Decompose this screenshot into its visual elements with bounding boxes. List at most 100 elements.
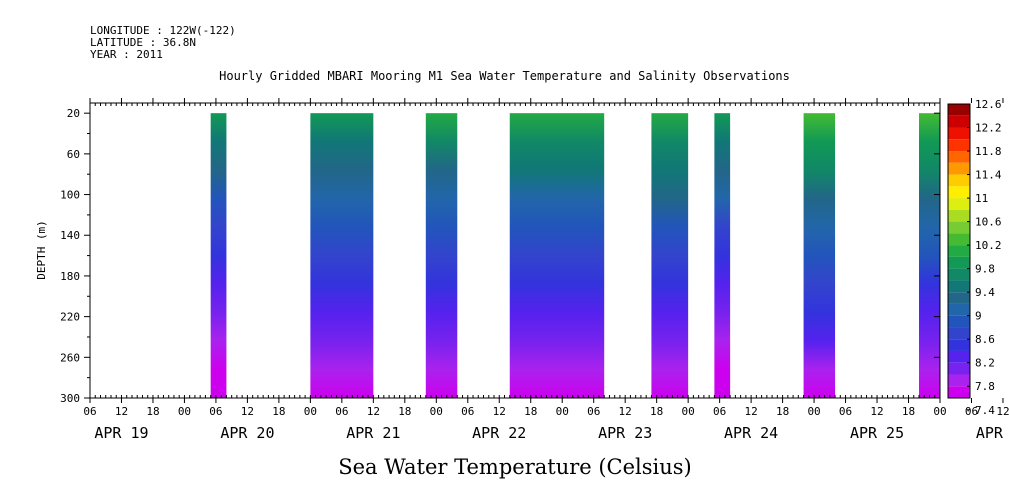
x-tick-label: 18	[272, 405, 285, 418]
x-tick-label: 18	[398, 405, 411, 418]
data-segment	[919, 113, 940, 398]
y-tick-label: 60	[67, 148, 80, 161]
x-tick-label: 06	[965, 405, 978, 418]
colorbar-swatch	[948, 162, 970, 175]
colorbar-frame	[947, 103, 971, 399]
x-tick-label: 12	[241, 405, 254, 418]
colorbar-swatch	[948, 245, 970, 257]
colorbar-swatch	[948, 327, 970, 340]
data-segment	[509, 113, 605, 398]
x-tick-label: 18	[524, 405, 537, 418]
x-tick-label: 06	[839, 405, 852, 418]
colorbar-swatch	[948, 104, 970, 116]
colorbar-label: 7.8	[975, 380, 995, 393]
colorbar-label: 9.8	[975, 263, 995, 276]
x-tick-label: 12	[996, 405, 1009, 418]
colorbar-swatch	[948, 127, 970, 140]
x-tick-label: 12	[870, 405, 883, 418]
x-day-label: APR 22	[472, 424, 526, 442]
x-tick-label: 18	[146, 405, 159, 418]
y-axis-label: DEPTH (m)	[35, 220, 48, 280]
x-day-label: APR 23	[598, 424, 652, 442]
x-tick-label: 12	[619, 405, 632, 418]
colorbar-swatch	[948, 209, 970, 222]
y-tick-label: 220	[60, 311, 80, 324]
colorbar-swatch	[948, 256, 970, 269]
colorbar-label: 11.4	[975, 169, 1002, 182]
x-tick-label: 00	[556, 405, 569, 418]
colorbar-label: 10.2	[975, 239, 1002, 252]
colorbar-swatch	[948, 350, 970, 363]
y-tick-label: 100	[60, 189, 80, 202]
latitude-label: LATITUDE : 36.8N	[90, 36, 196, 49]
data-segment	[714, 113, 731, 398]
x-tick-label: 06	[461, 405, 474, 418]
colorbar-swatch	[948, 268, 970, 281]
data-segment	[651, 113, 689, 398]
colorbar-label: 8.6	[975, 333, 995, 346]
colorbar-swatch	[948, 151, 970, 163]
y-tick-label: 20	[67, 107, 80, 120]
x-tick-label: 00	[178, 405, 191, 418]
y-tick-label: 140	[60, 229, 80, 242]
colorbar-label: 12.2	[975, 122, 1002, 135]
colorbar-swatch	[948, 292, 970, 304]
colorbar-label: 9	[975, 310, 982, 323]
colorbar-swatch	[948, 233, 970, 246]
y-tick-label: 300	[60, 392, 80, 405]
data-segment	[425, 113, 458, 398]
chart-title: Hourly Gridded MBARI Mooring M1 Sea Wate…	[219, 69, 790, 83]
colorbar-swatch	[948, 221, 970, 234]
x-day-label: APR 25	[850, 424, 904, 442]
x-day-label: APR 21	[346, 424, 400, 442]
x-day-label: APR 24	[724, 424, 778, 442]
x-tick-label: 18	[776, 405, 789, 418]
x-tick-label: 12	[367, 405, 380, 418]
x-tick-label: 00	[304, 405, 317, 418]
x-tick-label: 06	[209, 405, 222, 418]
x-tick-label: 00	[430, 405, 443, 418]
data-segment	[803, 113, 836, 398]
colorbar-label: 9.4	[975, 286, 995, 299]
colorbar-swatch	[948, 198, 970, 210]
x-day-label: APR 26	[976, 424, 1009, 442]
x-tick-label: 12	[493, 405, 506, 418]
colorbar-swatch	[948, 315, 970, 328]
x-day-label: APR 20	[220, 424, 274, 442]
x-tick-label: 06	[587, 405, 600, 418]
x-tick-label: 06	[83, 405, 96, 418]
colorbar-swatch	[948, 339, 970, 351]
x-day-label: APR 19	[94, 424, 148, 442]
colorbar-label: 8.2	[975, 357, 995, 370]
colorbar-label: 10.6	[975, 216, 1002, 229]
colorbar-swatch	[948, 115, 970, 128]
x-tick-label: 18	[902, 405, 915, 418]
colorbar-label: 7.4	[975, 404, 995, 417]
x-tick-label: 12	[115, 405, 128, 418]
x-tick-label: 00	[933, 405, 946, 418]
colorbar-swatch	[948, 303, 970, 316]
colorbar-swatch	[948, 374, 970, 387]
colorbar-swatch	[948, 386, 970, 398]
x-tick-label: 00	[682, 405, 695, 418]
year-label: YEAR : 2011	[90, 48, 163, 61]
x-tick-label: 18	[650, 405, 663, 418]
x-tick-label: 12	[744, 405, 757, 418]
colorbar-swatch	[948, 174, 970, 187]
data-segment	[310, 113, 374, 398]
x-tick-label: 06	[335, 405, 348, 418]
colorbar-swatch	[948, 186, 970, 199]
colorbar-swatch	[948, 139, 970, 152]
y-tick-label: 260	[60, 351, 80, 364]
x-tick-label: 06	[713, 405, 726, 418]
colorbar-label: 11	[975, 192, 988, 205]
y-tick-label: 180	[60, 270, 80, 283]
x-axis-title: Sea Water Temperature (Celsius)	[338, 455, 692, 479]
colorbar-swatch	[948, 362, 970, 375]
colorbar-label: 12.6	[975, 98, 1002, 111]
longitude-label: LONGITUDE : 122W(-122)	[90, 24, 236, 37]
data-segment	[210, 113, 227, 398]
colorbar-label: 11.8	[975, 145, 1002, 158]
colorbar-swatch	[948, 280, 970, 293]
